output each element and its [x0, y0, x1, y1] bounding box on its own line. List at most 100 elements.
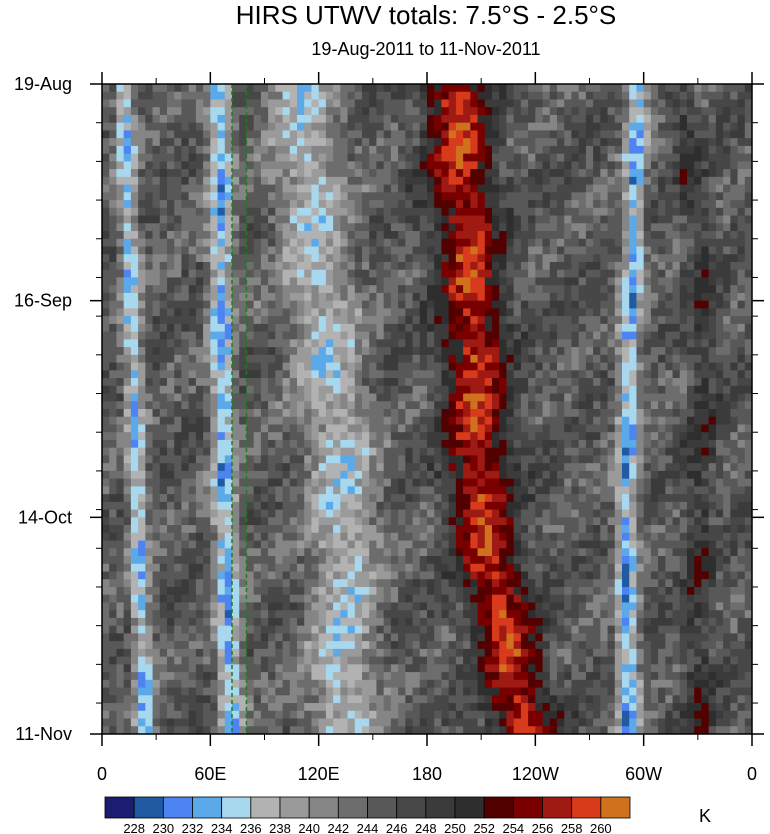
heatmap-cell — [311, 385, 320, 395]
heatmap-cell — [412, 416, 421, 426]
heatmap-cell — [687, 130, 695, 139]
heatmap-cell — [679, 432, 688, 441]
heatmap-cell — [246, 161, 255, 170]
heatmap-cell — [419, 354, 428, 364]
heatmap-cell — [376, 99, 385, 108]
heatmap-cell — [318, 130, 327, 139]
heatmap-cell — [499, 339, 508, 348]
heatmap-cell — [499, 207, 508, 217]
heatmap-cell — [130, 184, 139, 193]
heatmap-cell — [376, 145, 385, 155]
heatmap-cell — [419, 463, 428, 472]
heatmap-cell — [217, 432, 226, 441]
heatmap-cell — [362, 501, 370, 511]
heatmap-cell — [188, 138, 197, 147]
heatmap-cell — [492, 478, 500, 487]
heatmap-cell — [708, 401, 717, 410]
heatmap-cell — [369, 292, 378, 302]
heatmap-cell — [289, 393, 298, 402]
heatmap-cell — [152, 161, 161, 170]
heatmap-cell — [195, 215, 204, 224]
heatmap-cell — [571, 354, 580, 364]
heatmap-cell — [499, 378, 508, 387]
heatmap-cell — [744, 215, 752, 224]
heatmap-cell — [239, 130, 248, 139]
heatmap-cell — [246, 292, 255, 302]
heatmap-cell — [253, 91, 262, 101]
heatmap-cell — [275, 362, 284, 371]
heatmap-cell — [658, 261, 666, 271]
heatmap-cell — [347, 378, 356, 387]
heatmap-cell — [347, 409, 356, 418]
heatmap-cell — [275, 439, 284, 449]
heatmap-cell — [224, 107, 233, 116]
heatmap-cell — [463, 339, 471, 348]
heatmap-cell — [268, 401, 276, 410]
heatmap-cell — [737, 200, 746, 209]
heatmap-cell — [492, 316, 500, 325]
heatmap-cell — [253, 223, 262, 232]
heatmap-cell — [622, 354, 630, 364]
heatmap-cell — [102, 478, 110, 487]
heatmap-cell — [614, 84, 623, 93]
heatmap-cell — [167, 339, 175, 348]
heatmap-cell — [708, 145, 717, 155]
heatmap-cell — [492, 486, 500, 495]
heatmap-cell — [152, 184, 161, 193]
heatmap-cell — [658, 432, 666, 441]
heatmap-cell — [203, 169, 211, 178]
heatmap-cell — [744, 501, 752, 511]
heatmap-cell — [470, 269, 479, 279]
heatmap-cell — [138, 207, 146, 217]
heatmap-cell — [304, 223, 313, 232]
heatmap-cell — [434, 269, 443, 279]
heatmap-cell — [217, 246, 226, 255]
heatmap-cell — [607, 409, 616, 418]
heatmap-cell — [369, 99, 378, 108]
heatmap-cell — [116, 409, 125, 418]
heatmap-cell — [650, 161, 659, 170]
heatmap-cell — [232, 509, 240, 518]
heatmap-cell — [419, 161, 428, 170]
heatmap-cell — [636, 463, 645, 472]
heatmap-cell — [463, 416, 471, 426]
heatmap-cell — [282, 84, 291, 93]
heatmap-cell — [622, 494, 630, 503]
heatmap-cell — [383, 91, 392, 101]
heatmap-cell — [181, 114, 190, 124]
heatmap-cell — [123, 200, 132, 209]
heatmap-cell — [600, 486, 609, 495]
heatmap-cell — [405, 169, 414, 178]
heatmap-cell — [138, 470, 146, 480]
heatmap-cell — [578, 99, 587, 108]
heatmap-cell — [593, 169, 601, 178]
heatmap-cell — [152, 153, 161, 162]
heatmap-cell — [390, 401, 399, 410]
heatmap-cell — [325, 316, 334, 325]
heatmap-cell — [138, 439, 146, 449]
heatmap-cell — [419, 347, 428, 356]
heatmap-cell — [622, 122, 630, 132]
heatmap-cell — [347, 130, 356, 139]
heatmap-cell — [195, 153, 204, 162]
heatmap-cell — [463, 261, 471, 271]
heatmap-cell — [585, 84, 594, 93]
heatmap-cell — [152, 285, 161, 294]
heatmap-cell — [629, 215, 638, 224]
heatmap-cell — [564, 138, 573, 147]
heatmap-cell — [318, 269, 327, 279]
heatmap-cell — [123, 122, 132, 132]
heatmap-cell — [492, 261, 500, 271]
heatmap-cell — [203, 122, 211, 132]
heatmap-cell — [578, 130, 587, 139]
heatmap-cell — [210, 138, 219, 147]
heatmap-cell — [658, 84, 666, 93]
heatmap-cell — [246, 269, 255, 279]
heatmap-cell — [340, 486, 349, 495]
heatmap-cell — [311, 138, 320, 147]
heatmap-cell — [585, 107, 594, 116]
heatmap-cell — [289, 486, 298, 495]
heatmap-cell — [354, 439, 363, 449]
heatmap-cell — [455, 501, 464, 511]
heatmap-cell — [600, 339, 609, 348]
